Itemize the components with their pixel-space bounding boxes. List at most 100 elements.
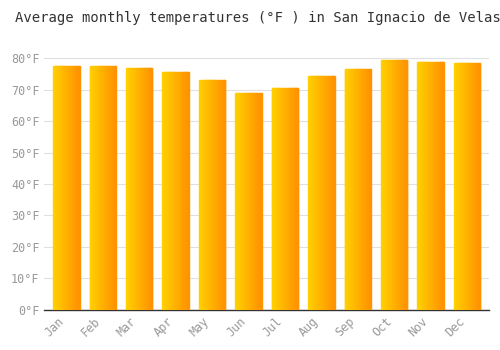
Bar xyxy=(440,62,442,310)
Bar xyxy=(209,80,210,310)
Bar xyxy=(173,72,174,310)
Bar xyxy=(71,66,72,310)
Bar xyxy=(134,68,136,310)
Bar xyxy=(113,66,114,310)
Bar xyxy=(130,68,131,310)
Bar xyxy=(434,62,436,310)
Bar xyxy=(222,80,224,310)
Bar xyxy=(474,63,475,310)
Bar xyxy=(66,66,67,310)
Bar xyxy=(254,93,255,310)
Bar xyxy=(128,68,129,310)
Bar xyxy=(327,76,328,310)
Bar xyxy=(467,63,468,310)
Bar xyxy=(428,62,430,310)
Bar xyxy=(144,68,146,310)
Bar xyxy=(329,76,330,310)
Bar xyxy=(280,88,281,310)
Bar xyxy=(110,66,112,310)
Bar xyxy=(455,63,456,310)
Bar xyxy=(310,76,311,310)
Bar xyxy=(99,66,100,310)
Bar xyxy=(79,66,80,310)
Bar xyxy=(384,60,385,310)
Bar xyxy=(389,60,390,310)
Bar xyxy=(210,80,211,310)
Bar xyxy=(216,80,218,310)
Bar xyxy=(322,76,323,310)
Bar xyxy=(212,80,213,310)
Bar xyxy=(477,63,478,310)
Bar xyxy=(59,66,60,310)
Bar xyxy=(283,88,284,310)
Bar xyxy=(348,69,350,310)
Bar xyxy=(454,63,455,310)
Bar xyxy=(370,69,371,310)
Bar xyxy=(148,68,149,310)
Bar xyxy=(128,68,130,310)
Bar xyxy=(394,60,395,310)
Bar xyxy=(438,62,440,310)
Bar xyxy=(112,66,113,310)
Bar xyxy=(62,66,63,310)
Bar xyxy=(430,62,432,310)
Bar xyxy=(149,68,150,310)
Bar xyxy=(461,63,462,310)
Bar xyxy=(178,72,179,310)
Bar xyxy=(174,72,175,310)
Bar xyxy=(139,68,140,310)
Bar xyxy=(404,60,405,310)
Bar xyxy=(171,72,172,310)
Bar xyxy=(175,72,176,310)
Bar xyxy=(473,63,474,310)
Bar xyxy=(364,69,365,310)
Bar xyxy=(68,66,69,310)
Bar xyxy=(350,69,352,310)
Bar xyxy=(346,69,348,310)
Bar xyxy=(369,69,370,310)
Bar xyxy=(216,80,217,310)
Bar xyxy=(433,62,434,310)
Bar xyxy=(292,88,293,310)
Bar xyxy=(146,68,147,310)
Bar xyxy=(285,88,286,310)
Bar xyxy=(390,60,391,310)
Bar xyxy=(470,63,471,310)
Bar xyxy=(132,68,134,310)
Bar xyxy=(145,68,146,310)
Bar xyxy=(104,66,105,310)
Bar xyxy=(439,62,440,310)
Bar xyxy=(392,60,393,310)
Bar xyxy=(457,63,458,310)
Bar xyxy=(143,68,144,310)
Bar xyxy=(182,72,183,310)
Bar xyxy=(240,93,241,310)
Bar xyxy=(472,63,473,310)
Bar xyxy=(296,88,298,310)
Bar xyxy=(426,62,427,310)
Bar xyxy=(207,80,208,310)
Bar xyxy=(212,80,214,310)
Bar xyxy=(435,62,436,310)
Bar xyxy=(316,76,318,310)
Bar xyxy=(355,69,356,310)
Bar xyxy=(253,93,254,310)
Bar xyxy=(395,60,396,310)
Bar xyxy=(357,69,358,310)
Bar xyxy=(114,66,116,310)
Bar xyxy=(64,66,65,310)
Bar xyxy=(430,62,431,310)
Bar xyxy=(255,93,256,310)
Bar xyxy=(281,88,282,310)
Bar xyxy=(326,76,328,310)
Bar xyxy=(362,69,363,310)
Bar xyxy=(274,88,275,310)
Bar xyxy=(151,68,152,310)
Bar xyxy=(170,72,171,310)
Bar xyxy=(240,93,242,310)
Bar xyxy=(287,88,288,310)
Bar xyxy=(93,66,94,310)
Bar xyxy=(61,66,62,310)
Bar xyxy=(328,76,330,310)
Bar xyxy=(332,76,334,310)
